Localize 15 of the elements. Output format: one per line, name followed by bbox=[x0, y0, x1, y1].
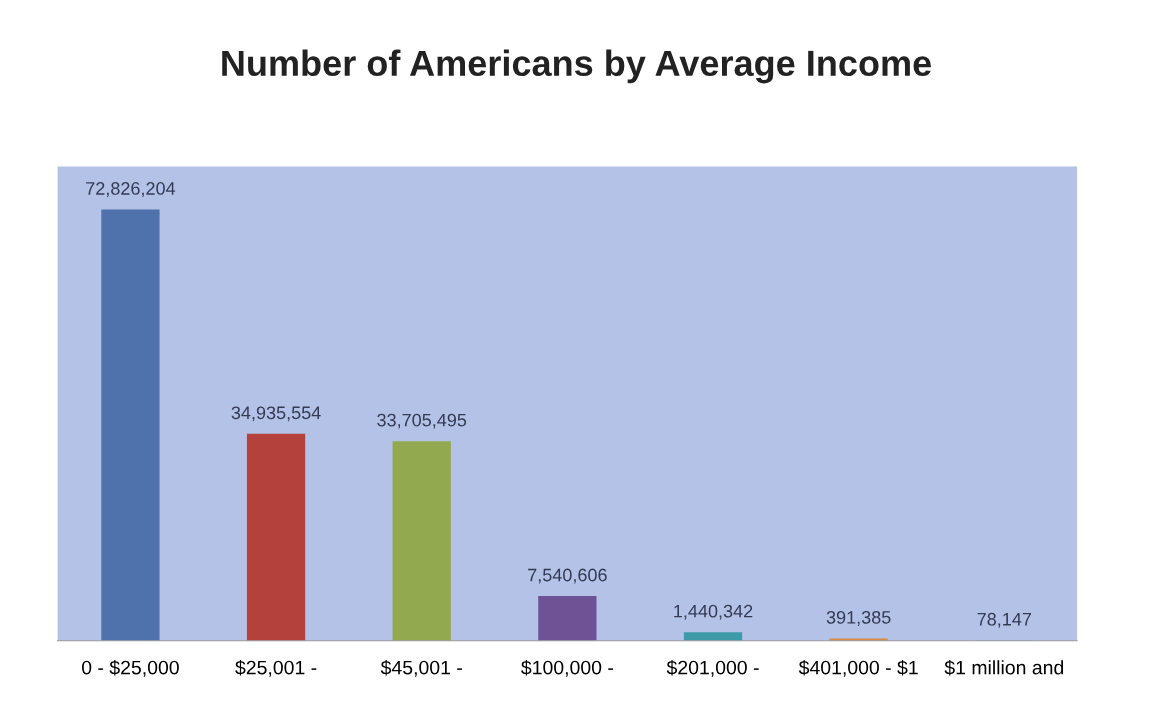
x-tick-label: $100,000 - bbox=[521, 659, 613, 677]
data-label: 33,705,495 bbox=[377, 413, 467, 429]
x-tick-label: $25,001 - bbox=[235, 659, 317, 677]
x-tick-label: $1 million and bbox=[944, 659, 1064, 676]
data-label: 78,147 bbox=[977, 612, 1032, 628]
x-tick-label: $45,001 - bbox=[380, 659, 462, 677]
chart-title: Number of Americans by Average Income bbox=[222, 49, 931, 84]
data-label: 391,385 bbox=[826, 610, 891, 626]
data-label: 7,540,606 bbox=[528, 568, 607, 584]
x-tick-label: $201,000 - bbox=[666, 659, 759, 677]
x-tick-label: 0 - $25,000 bbox=[82, 659, 179, 677]
x-tick-label: $401,000 - $1 bbox=[798, 659, 918, 677]
data-label: 1,440,342 bbox=[674, 604, 753, 620]
data-label: 34,935,554 bbox=[231, 406, 321, 422]
data-label: 72,826,204 bbox=[86, 182, 176, 197]
